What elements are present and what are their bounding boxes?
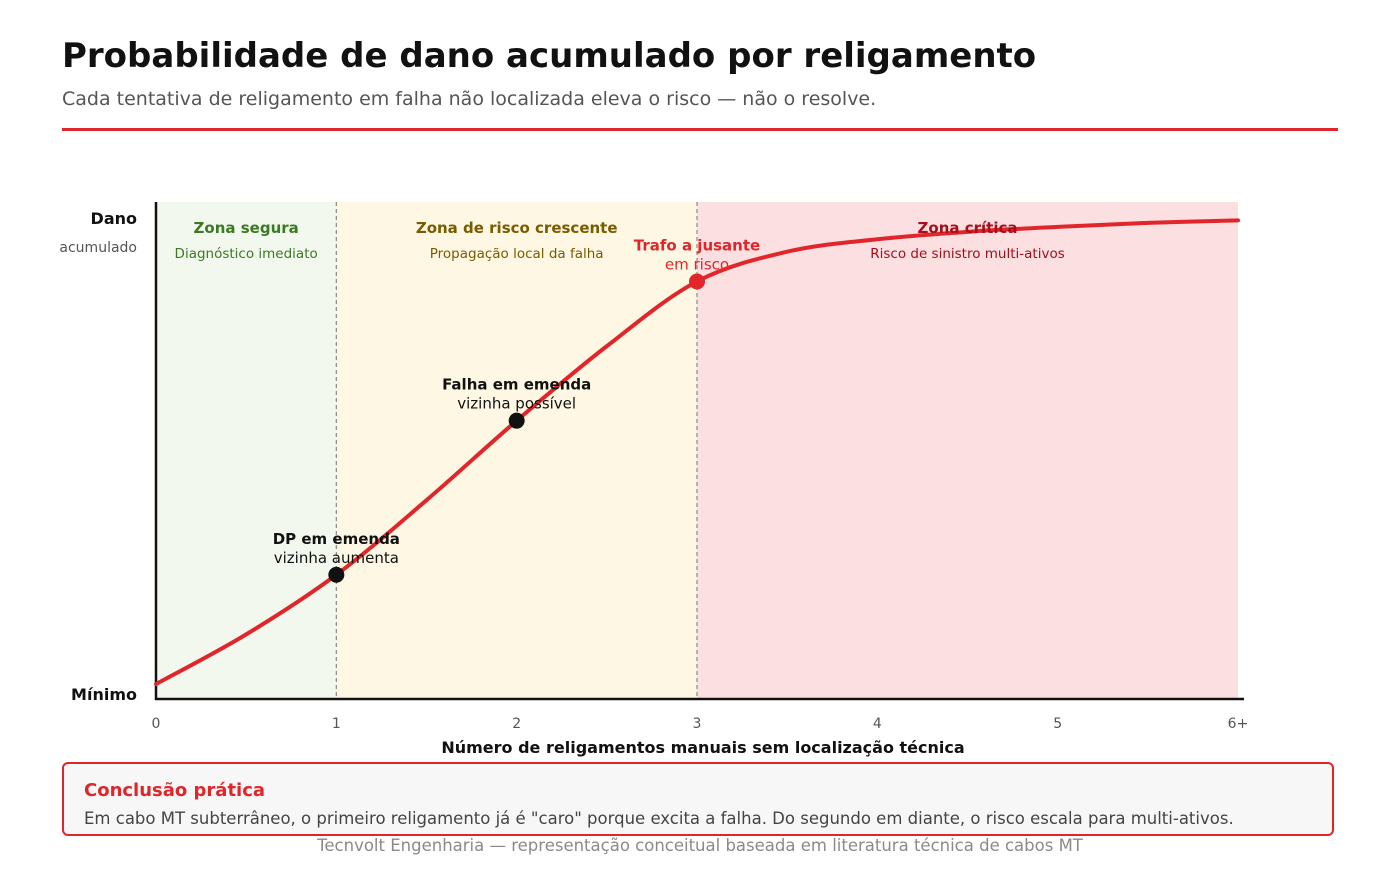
labels-layer: Zona segura Diagnóstico imediato Zona de r… (59, 209, 1248, 757)
page-subtitle: Cada tentativa de religamento em falha n… (62, 88, 877, 110)
x-tick-label: 3 (693, 716, 702, 732)
zone-band-safe (156, 202, 337, 699)
annotation-marker (328, 566, 345, 583)
zone-dividers (335, 202, 698, 699)
x-tick-label: 4 (873, 716, 882, 732)
annotation-title: DP em emenda (273, 530, 400, 548)
x-tick-label: 5 (1053, 716, 1062, 732)
annotation-marker (689, 273, 705, 290)
zone-title-rising: Zona de risco crescente (416, 219, 618, 237)
page-title: Probabilidade de dano acumulado por reli… (62, 36, 1037, 76)
annotation-subtitle: vizinha possível (457, 395, 576, 413)
x-tick-label: 1 (332, 716, 341, 732)
x-tick-label: 0 (152, 716, 161, 732)
conclusion-title: Conclusão prática (84, 780, 266, 801)
zone-subtitle-safe: Diagnóstico imediato (175, 246, 318, 262)
zone-title-safe: Zona segura (194, 219, 299, 237)
y-axis-top-sublabel: acumulado (59, 240, 137, 256)
zone-title-critical: Zona crítica (918, 219, 1018, 237)
axes (154, 202, 1244, 701)
annotation-marker (508, 412, 525, 429)
zone-subtitle-rising: Propagação local da falha (430, 246, 604, 262)
zones-layer (156, 202, 1238, 699)
annotation-subtitle: em risco (665, 256, 729, 274)
y-axis-top-label: Dano (91, 209, 137, 228)
zone-band-rising (336, 202, 697, 699)
conclusion-box: Conclusão prática Em cabo MT subterrâneo… (62, 762, 1334, 836)
y-axis-bottom-label: Mínimo (71, 685, 137, 704)
x-axis-title: Número de religamentos manuais sem local… (441, 738, 964, 757)
x-tick-label: 6+ (1228, 716, 1249, 732)
x-tick-label: 2 (512, 716, 521, 732)
title-divider (62, 128, 1338, 131)
annotation-title: Falha em emenda (442, 376, 591, 394)
zone-subtitle-critical: Risco de sinistro multi-ativos (870, 246, 1065, 262)
annotation-title: Trafo a jusante (634, 237, 760, 255)
conclusion-text: Em cabo MT subterrâneo, o primeiro relig… (84, 809, 1234, 828)
footer-credit: Tecnvolt Engenharia — representação conc… (317, 836, 1083, 855)
zone-band-critical (697, 202, 1238, 699)
annotation-subtitle: vizinha aumenta (274, 549, 399, 567)
